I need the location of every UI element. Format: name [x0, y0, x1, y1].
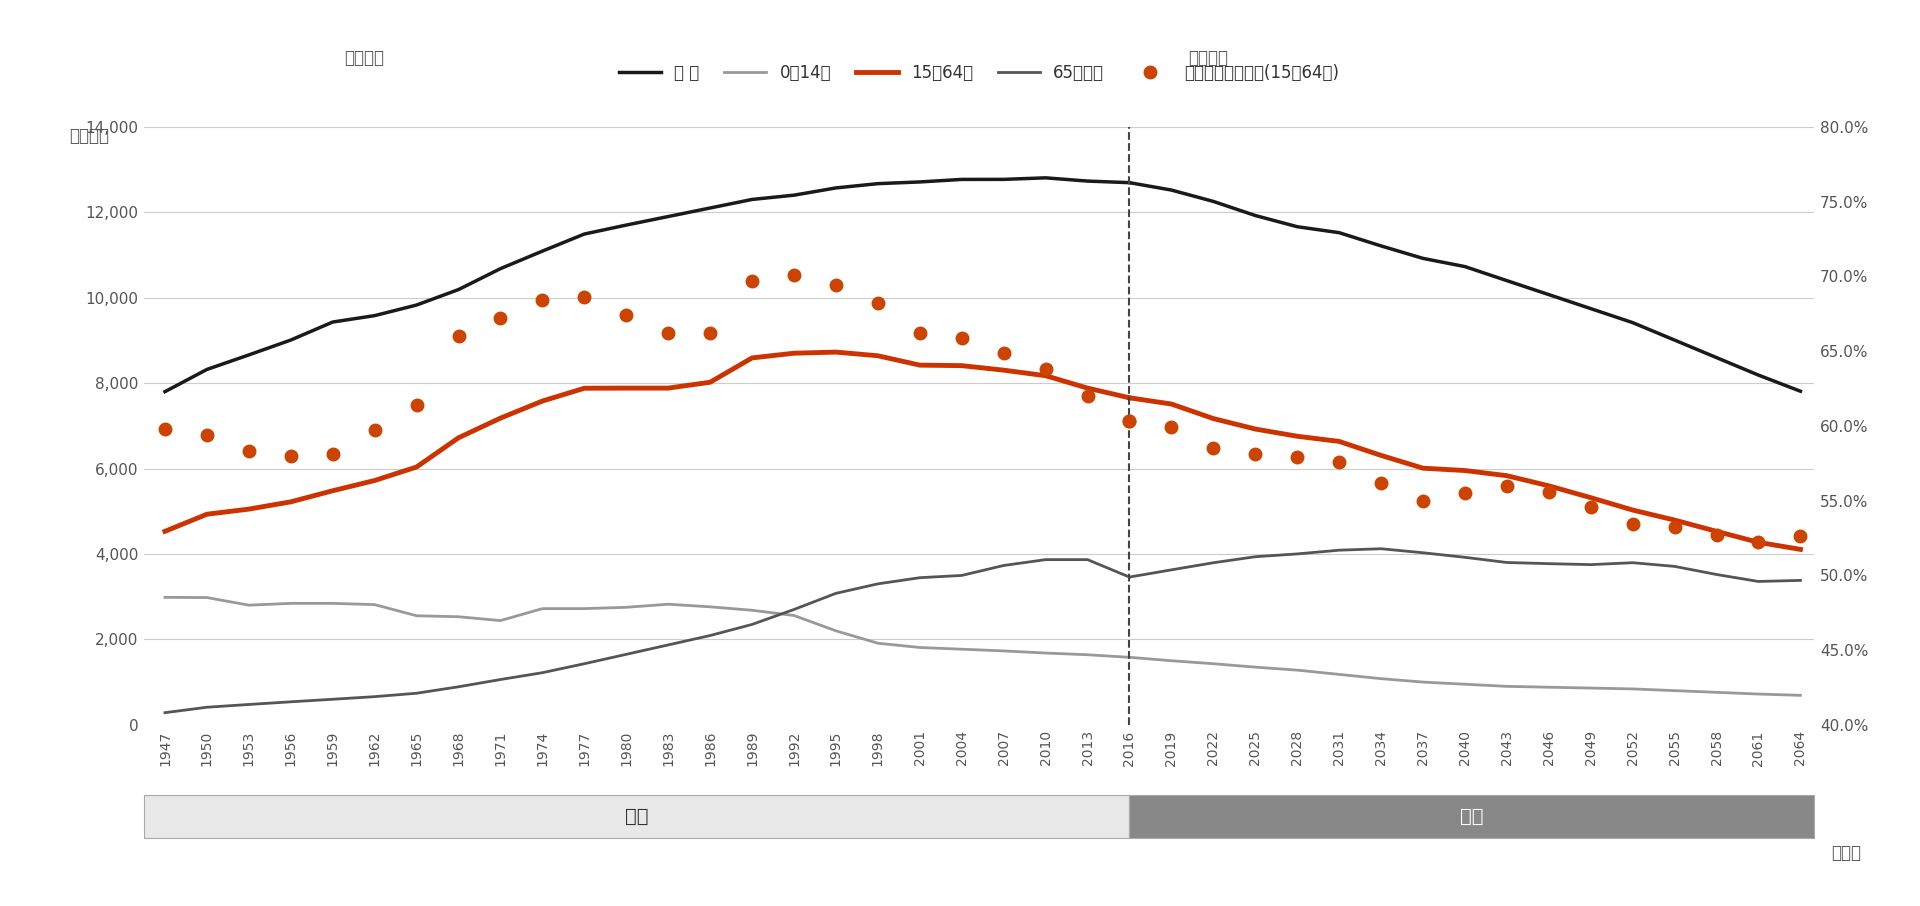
Text: 推計: 推計: [1461, 807, 1484, 825]
Text: 《右軸》: 《右軸》: [1188, 49, 1229, 67]
Text: 実績: 実績: [626, 807, 649, 825]
Legend: 総 数, 0～14歳, 15～64歳, 65歳以上, 生産年齢人口比率(15～64歳): 総 数, 0～14歳, 15～64歳, 65歳以上, 生産年齢人口比率(15～6…: [612, 57, 1346, 89]
Text: （年）: （年）: [1832, 844, 1860, 863]
Text: （万人）: （万人）: [69, 127, 109, 145]
Text: 《左軸》: 《左軸》: [344, 49, 384, 67]
